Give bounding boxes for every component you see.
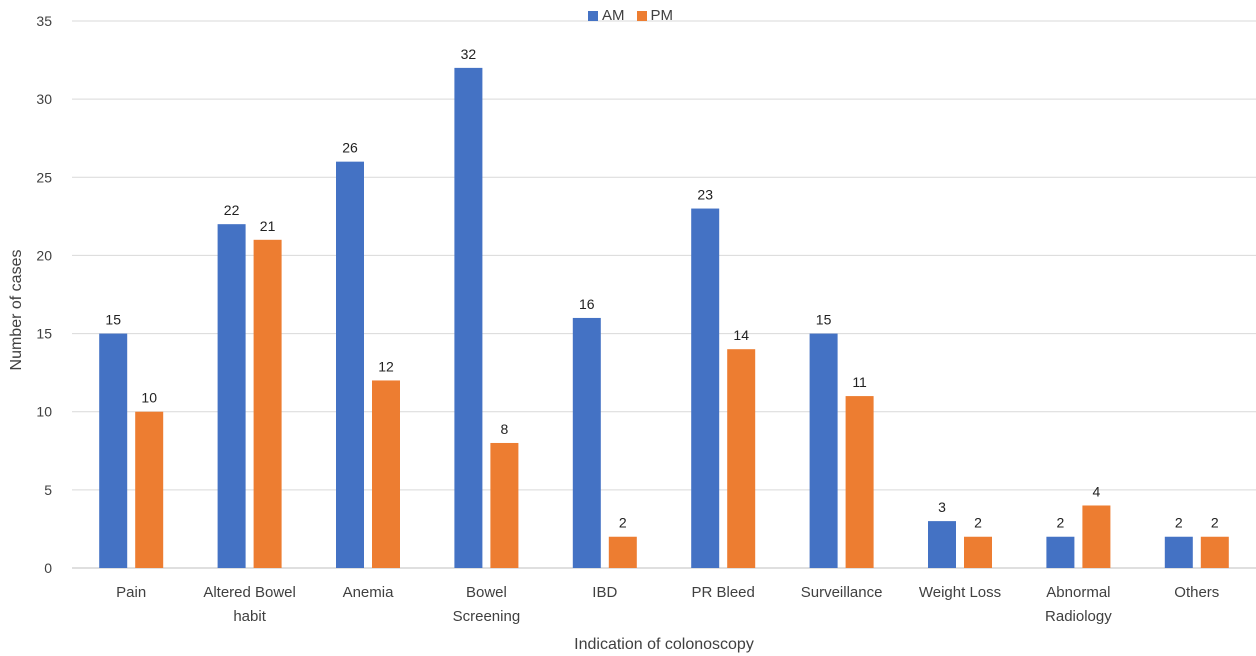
bar-pm: [135, 411, 164, 568]
data-label-pm: 2: [1211, 515, 1219, 531]
bars: [99, 67, 1229, 569]
bar-am: [454, 67, 483, 568]
x-tick-label: Surveillance: [801, 584, 883, 601]
x-tick-label: Weight Loss: [919, 584, 1001, 601]
bar-pm: [964, 536, 992, 568]
x-tick-label: IBD: [592, 584, 617, 601]
bar-am: [336, 161, 364, 568]
bar-am: [1164, 536, 1193, 568]
y-tick-label: 25: [36, 169, 52, 185]
legend-item-pm: PM: [636, 7, 674, 24]
data-label-am: 15: [105, 312, 121, 328]
x-tick-label: Altered Bowel: [203, 584, 296, 601]
data-label-am: 15: [816, 312, 832, 328]
y-tick-label: 20: [36, 247, 52, 263]
x-axis-title: Indication of colonoscopy: [574, 636, 754, 653]
legend-item-am: AM: [588, 7, 625, 24]
data-label-pm: 4: [1093, 483, 1101, 499]
y-axis-ticks: 0 5 10 15 20 25 30 35: [36, 13, 52, 576]
legend-label-pm: PM: [650, 7, 674, 24]
data-label-pm: 10: [141, 390, 157, 406]
x-tick-label: Bowel: [466, 584, 507, 601]
legend-swatch-am: [588, 10, 598, 21]
data-label-pm: 8: [501, 421, 509, 437]
x-tick-label: Abnormal: [1046, 584, 1110, 601]
data-label-pm: 2: [974, 515, 982, 531]
y-axis-title: Number of cases: [8, 250, 25, 371]
bar-pm: [372, 380, 400, 568]
x-tick-label: Anemia: [343, 584, 395, 601]
bar-am: [928, 521, 956, 568]
y-tick-label: 30: [36, 91, 52, 107]
bar-am: [809, 333, 838, 568]
bar-pm: [490, 442, 519, 568]
data-label-pm: 11: [852, 374, 867, 390]
data-label-am: 16: [579, 296, 595, 312]
bar-pm: [727, 349, 756, 568]
y-tick-label: 5: [44, 482, 52, 498]
gridlines: [72, 20, 1256, 569]
legend: AM PM: [588, 7, 685, 24]
data-label-am: 32: [461, 46, 477, 62]
x-tick-label: Others: [1174, 584, 1219, 601]
x-tick-label: Pain: [116, 584, 146, 601]
bar-pm: [608, 536, 637, 568]
bar-pm: [253, 239, 282, 569]
data-label-am: 26: [342, 140, 358, 156]
x-tick-label: PR Bleed: [692, 584, 755, 601]
data-label-am: 3: [938, 499, 946, 515]
x-tick-label: habit: [233, 608, 266, 625]
bar-pm: [845, 396, 874, 568]
x-axis-categories: Pain Altered Bowel habit Anemia Bowel Screeni…: [116, 584, 1219, 625]
y-tick-label: 35: [36, 13, 52, 29]
data-label-pm: 12: [378, 358, 394, 374]
data-label-am: 22: [224, 202, 240, 218]
y-tick-label: 15: [36, 326, 52, 342]
data-label-pm: 21: [260, 218, 276, 234]
data-label-pm: 2: [619, 515, 627, 531]
bar-am: [1046, 536, 1075, 568]
data-label-am: 2: [1175, 515, 1183, 531]
data-label-am: 23: [697, 187, 713, 203]
bar-pm: [1200, 536, 1229, 568]
bar-am: [99, 333, 128, 568]
bar-pm: [1082, 505, 1111, 568]
x-tick-label: Radiology: [1045, 608, 1112, 625]
data-label-pm: 14: [733, 327, 749, 343]
legend-swatch-pm: [636, 10, 647, 21]
bar-am: [217, 224, 246, 568]
data-label-am: 2: [1057, 515, 1065, 531]
y-tick-label: 10: [36, 404, 52, 420]
bar-am: [691, 208, 720, 569]
legend-label-am: AM: [602, 7, 625, 24]
x-tick-label: Screening: [453, 608, 521, 625]
bar-am: [572, 317, 601, 568]
y-tick-label: 0: [44, 560, 52, 576]
